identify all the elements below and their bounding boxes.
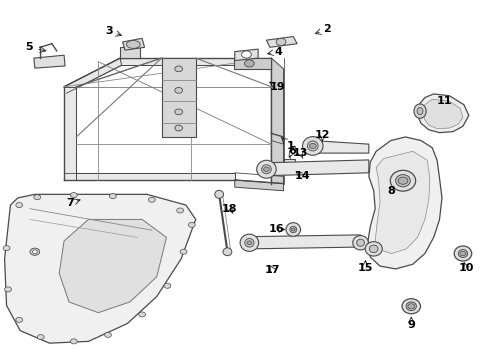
Polygon shape bbox=[64, 87, 76, 180]
Circle shape bbox=[407, 304, 414, 309]
Circle shape bbox=[104, 332, 111, 337]
Polygon shape bbox=[120, 58, 271, 65]
Ellipse shape bbox=[413, 104, 425, 118]
Circle shape bbox=[246, 241, 251, 244]
Ellipse shape bbox=[368, 245, 377, 253]
Text: 16: 16 bbox=[268, 225, 284, 234]
Polygon shape bbox=[366, 137, 441, 269]
Polygon shape bbox=[312, 140, 368, 153]
Text: 11: 11 bbox=[436, 96, 451, 106]
Circle shape bbox=[241, 51, 251, 58]
Circle shape bbox=[174, 66, 182, 72]
Ellipse shape bbox=[395, 175, 409, 187]
Polygon shape bbox=[59, 220, 166, 313]
Polygon shape bbox=[233, 58, 271, 69]
Text: 8: 8 bbox=[386, 186, 394, 196]
Polygon shape bbox=[271, 58, 283, 184]
Ellipse shape bbox=[285, 223, 300, 236]
Ellipse shape bbox=[453, 246, 471, 261]
Polygon shape bbox=[284, 159, 295, 167]
Circle shape bbox=[70, 339, 77, 344]
Circle shape bbox=[30, 248, 40, 255]
Ellipse shape bbox=[352, 235, 367, 250]
Polygon shape bbox=[161, 58, 195, 137]
Text: 10: 10 bbox=[458, 263, 473, 273]
Ellipse shape bbox=[365, 242, 382, 256]
Circle shape bbox=[148, 197, 155, 202]
Ellipse shape bbox=[457, 249, 467, 257]
Ellipse shape bbox=[223, 248, 231, 256]
Ellipse shape bbox=[244, 238, 253, 247]
Polygon shape bbox=[374, 151, 429, 253]
Polygon shape bbox=[266, 37, 297, 47]
Circle shape bbox=[459, 251, 465, 256]
Text: 1: 1 bbox=[286, 141, 294, 151]
Circle shape bbox=[16, 318, 22, 322]
Text: 14: 14 bbox=[294, 171, 309, 181]
Circle shape bbox=[309, 143, 316, 148]
Polygon shape bbox=[249, 235, 360, 249]
Circle shape bbox=[188, 222, 195, 227]
Circle shape bbox=[276, 39, 285, 45]
Text: 6: 6 bbox=[288, 146, 296, 156]
Circle shape bbox=[109, 194, 116, 199]
Text: 7: 7 bbox=[66, 198, 74, 208]
Circle shape bbox=[4, 287, 11, 292]
Circle shape bbox=[37, 334, 44, 339]
Ellipse shape bbox=[261, 165, 271, 174]
Text: 12: 12 bbox=[314, 130, 329, 140]
Circle shape bbox=[32, 250, 37, 253]
Polygon shape bbox=[417, 94, 468, 133]
Ellipse shape bbox=[302, 136, 323, 155]
Text: 17: 17 bbox=[264, 265, 280, 275]
Ellipse shape bbox=[389, 170, 415, 191]
Circle shape bbox=[16, 203, 22, 208]
Circle shape bbox=[174, 125, 182, 131]
Text: 13: 13 bbox=[292, 148, 307, 158]
Ellipse shape bbox=[401, 299, 420, 314]
Ellipse shape bbox=[256, 160, 276, 178]
Circle shape bbox=[70, 193, 77, 198]
Circle shape bbox=[163, 283, 170, 288]
Circle shape bbox=[176, 208, 183, 213]
Polygon shape bbox=[120, 47, 140, 58]
Text: 9: 9 bbox=[407, 320, 414, 330]
Polygon shape bbox=[64, 58, 122, 93]
Polygon shape bbox=[34, 55, 65, 68]
Polygon shape bbox=[4, 194, 195, 343]
Polygon shape bbox=[76, 173, 234, 180]
Ellipse shape bbox=[307, 141, 318, 151]
Circle shape bbox=[180, 249, 186, 254]
Text: 15: 15 bbox=[357, 263, 372, 273]
Circle shape bbox=[244, 60, 254, 67]
Ellipse shape bbox=[240, 234, 258, 251]
Circle shape bbox=[263, 167, 269, 171]
Ellipse shape bbox=[356, 239, 364, 246]
Circle shape bbox=[174, 87, 182, 93]
Text: 3: 3 bbox=[105, 26, 113, 36]
Text: 4: 4 bbox=[274, 46, 282, 57]
Text: 2: 2 bbox=[323, 24, 330, 35]
Ellipse shape bbox=[126, 41, 140, 48]
Polygon shape bbox=[422, 99, 462, 129]
Polygon shape bbox=[234, 180, 283, 191]
Ellipse shape bbox=[214, 190, 223, 198]
Text: 18: 18 bbox=[222, 204, 237, 214]
Circle shape bbox=[291, 228, 295, 231]
Ellipse shape bbox=[416, 108, 422, 115]
Ellipse shape bbox=[289, 226, 296, 233]
Polygon shape bbox=[122, 39, 144, 50]
Text: 19: 19 bbox=[269, 82, 285, 92]
Polygon shape bbox=[234, 49, 258, 60]
Circle shape bbox=[34, 195, 41, 200]
Ellipse shape bbox=[406, 302, 415, 311]
Text: 5: 5 bbox=[25, 42, 33, 52]
Polygon shape bbox=[266, 160, 368, 176]
Circle shape bbox=[139, 312, 145, 317]
Circle shape bbox=[174, 109, 182, 115]
Circle shape bbox=[3, 246, 10, 251]
Circle shape bbox=[397, 177, 407, 184]
